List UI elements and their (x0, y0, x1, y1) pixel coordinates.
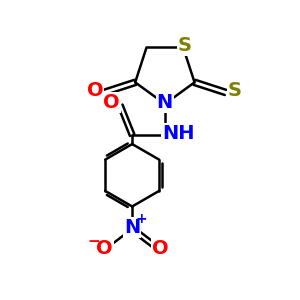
Text: S: S (178, 37, 192, 56)
Text: S: S (228, 82, 242, 100)
Text: O: O (103, 93, 120, 112)
Text: O: O (87, 82, 104, 100)
Text: N: N (157, 93, 173, 112)
Text: N: N (124, 218, 140, 237)
Text: O: O (96, 239, 112, 258)
Text: O: O (152, 239, 168, 258)
Text: +: + (136, 212, 148, 226)
Text: NH: NH (162, 124, 194, 143)
Text: −: − (87, 234, 100, 249)
